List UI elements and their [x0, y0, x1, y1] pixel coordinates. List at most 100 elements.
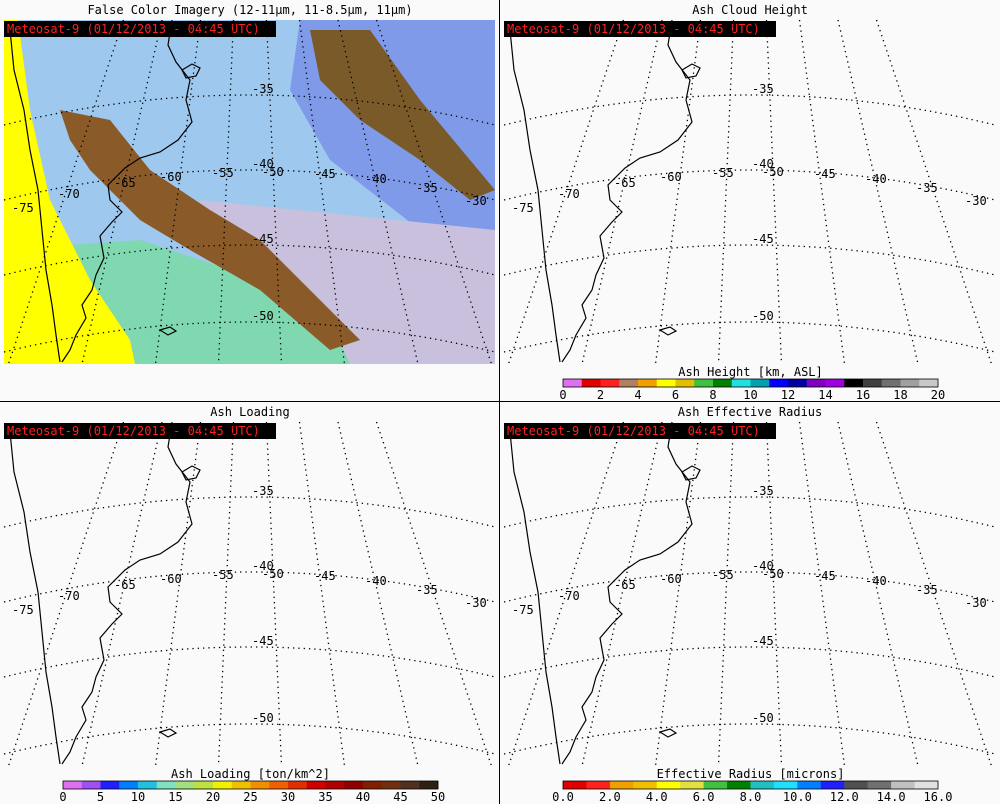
lon-label: -75	[512, 603, 534, 617]
colorbar-segment	[419, 781, 439, 789]
colorbar-tick: 35	[318, 790, 332, 804]
colorbar-segment	[175, 781, 195, 789]
colorbar-tick: 50	[431, 790, 445, 804]
lat-label: -45	[252, 232, 274, 246]
colorbar-segment	[731, 379, 751, 387]
coastline	[61, 19, 193, 363]
lon-label: -60	[660, 572, 682, 586]
colorbar-tick: 18	[893, 388, 907, 402]
grid-line	[717, 421, 735, 767]
grid-line	[265, 421, 283, 767]
grid-line	[507, 421, 625, 767]
colorbar-tick: 30	[281, 790, 295, 804]
colorbar-segment	[344, 781, 364, 789]
colorbar-tick: 6.0	[693, 790, 715, 804]
lat-label: -40	[752, 157, 774, 171]
panel-title: Ash Cloud Height	[692, 3, 808, 17]
colorbar-segment	[600, 379, 620, 387]
island	[681, 465, 701, 481]
grid-line	[7, 421, 125, 767]
colorbar-tick: 15	[168, 790, 182, 804]
colorbar-segment	[619, 379, 639, 387]
colorbar-segment	[900, 379, 920, 387]
grid-line	[503, 571, 996, 603]
grid-line	[581, 421, 663, 767]
colorbar-tick: 10	[743, 388, 757, 402]
lon-label: -30	[465, 596, 487, 610]
colorbar-segment	[703, 781, 728, 789]
colorbar-segment	[609, 781, 634, 789]
colorbar-segment	[675, 379, 695, 387]
false-color-image	[4, 20, 495, 364]
colorbar-segment	[363, 781, 383, 789]
grid-line	[3, 321, 496, 353]
colorbar-segment	[867, 781, 892, 789]
stamp-bg	[504, 423, 776, 439]
lon-label: -55	[712, 568, 734, 582]
colorbar-tick: 2	[597, 388, 604, 402]
colorbar-segment	[844, 379, 864, 387]
colorbar-label: Effective Radius [microns]	[657, 767, 845, 781]
colorbar-tick: 10.0	[783, 790, 812, 804]
colorbar-segment	[563, 379, 583, 387]
colorbar-segment	[788, 379, 808, 387]
lon-label: -35	[916, 181, 938, 195]
colorbar-frame	[62, 780, 439, 790]
stamp-bg	[4, 21, 276, 37]
lon-label: -50	[762, 567, 784, 581]
colorbar-frame	[562, 780, 939, 790]
grid-line	[798, 19, 846, 365]
lon-label: -70	[58, 187, 80, 201]
grid-line	[503, 94, 996, 126]
grid-line	[3, 723, 496, 755]
colorbar-segment	[694, 379, 714, 387]
island	[658, 728, 678, 738]
coastline	[509, 29, 561, 363]
colorbar-segment	[863, 379, 883, 387]
island	[658, 326, 678, 336]
colorbar-segment	[119, 781, 139, 789]
colorbar-tick: 14	[818, 388, 832, 402]
grid-line	[654, 19, 702, 365]
lon-label: -55	[212, 568, 234, 582]
coastline	[509, 431, 561, 765]
grid-line	[503, 244, 996, 276]
colorbar-tick: 2.0	[599, 790, 621, 804]
map-panel: False Color Imagery (12-11μm, 11-8.5μm, …	[3, 3, 496, 365]
lon-label: -70	[558, 589, 580, 603]
lon-label: -30	[465, 194, 487, 208]
grid-line	[3, 169, 496, 201]
colorbar-segment	[100, 781, 120, 789]
colorbar-segment	[656, 781, 681, 789]
colorbar-segment	[63, 781, 83, 789]
lon-label: -40	[365, 574, 387, 588]
colorbar-tick: 20	[206, 790, 220, 804]
colorbar-segment	[825, 379, 845, 387]
stamp-bg	[504, 21, 776, 37]
colorbar-tick: 10	[131, 790, 145, 804]
colorbar-segment	[81, 781, 101, 789]
colorbar-segment	[773, 781, 798, 789]
colorbar-tick: 0	[59, 790, 66, 804]
lon-label: -30	[965, 596, 987, 610]
colorbar-segment	[288, 781, 308, 789]
colorbar-segment	[194, 781, 214, 789]
lon-label: -70	[58, 589, 80, 603]
lon-label: -35	[416, 583, 438, 597]
colorbar-segment	[820, 781, 845, 789]
colorbar-tick: 6	[672, 388, 679, 402]
colorbar-segment	[769, 379, 789, 387]
coastline	[61, 421, 193, 765]
colorbar-tick: 5	[97, 790, 104, 804]
grid-line	[217, 19, 235, 365]
colorbar-segment	[231, 781, 251, 789]
grid-line	[875, 19, 993, 365]
colorbar-segment	[713, 379, 733, 387]
coastline	[9, 431, 61, 765]
colorbar-tick: 0.0	[552, 790, 574, 804]
colorbar-segment	[680, 781, 704, 789]
colorbar-tick: 20	[931, 388, 945, 402]
colorbar-segment	[213, 781, 233, 789]
lat-label: -45	[252, 634, 274, 648]
grid-line	[337, 421, 419, 767]
